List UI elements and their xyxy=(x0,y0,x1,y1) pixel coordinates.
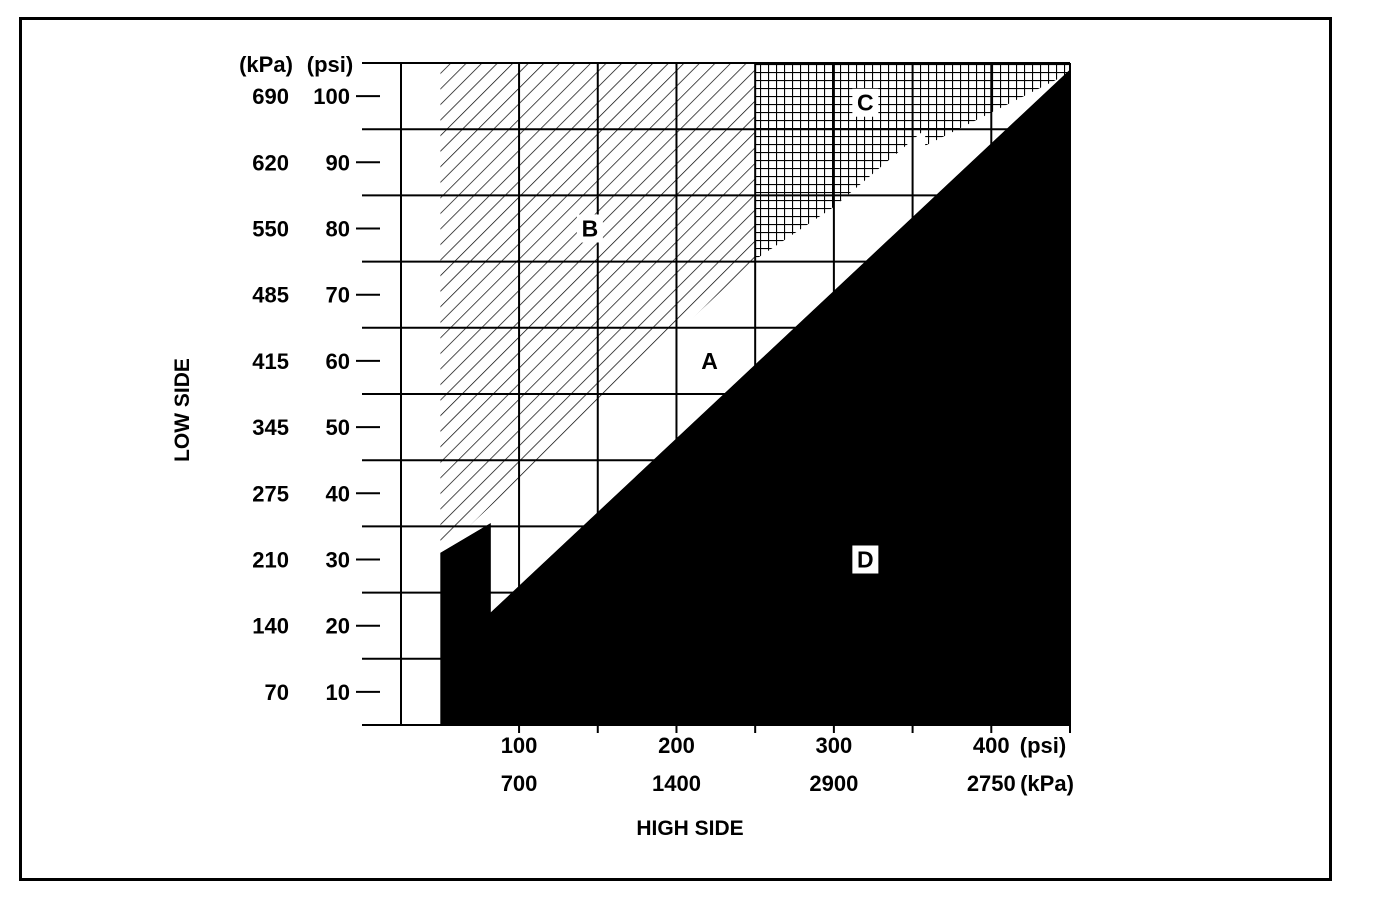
zone-d-label: D xyxy=(857,547,874,573)
y-tick-label-psi: 60 xyxy=(326,349,350,374)
y-tick-label-kpa: 210 xyxy=(252,548,289,573)
y-tick-label-kpa: 690 xyxy=(252,84,289,109)
zone-d-solid xyxy=(440,69,1070,726)
y-tick-label-psi: 30 xyxy=(326,548,350,573)
y-tick-label-psi: 20 xyxy=(326,614,350,639)
zone-c-label: C xyxy=(857,90,874,116)
y-tick-label-psi: 80 xyxy=(326,217,350,242)
x-tick-label-kpa: 2900 xyxy=(809,771,858,796)
y-psi-unit-label: (psi) xyxy=(307,52,353,77)
chart-frame xyxy=(19,17,1332,881)
x-tick-label-psi: 400 xyxy=(973,733,1010,758)
y-tick-label-kpa: 550 xyxy=(252,217,289,242)
zone-b-label: B xyxy=(582,216,599,242)
x-tick-label-psi: 100 xyxy=(501,733,538,758)
y-tick-label-kpa: 415 xyxy=(252,349,289,374)
x-kpa-unit-label: (kPa) xyxy=(1020,771,1074,796)
y-tick-label-kpa: 345 xyxy=(252,415,289,440)
x-psi-unit-label: (psi) xyxy=(1020,733,1066,758)
x-axis-title: HIGH SIDE xyxy=(636,817,743,840)
y-tick-label-psi: 100 xyxy=(313,84,350,109)
x-tick-label-psi: 200 xyxy=(658,733,695,758)
y-tick-label-kpa: 275 xyxy=(252,481,289,506)
y-tick-label-kpa: 620 xyxy=(252,150,289,175)
x-tick-label-kpa: 700 xyxy=(501,771,538,796)
y-tick-label-psi: 70 xyxy=(326,283,350,308)
y-tick-label-psi: 40 xyxy=(326,481,350,506)
zone-a-area xyxy=(490,129,926,603)
y-axis-title: LOW SIDE xyxy=(171,358,194,462)
y-tick-label-psi: 50 xyxy=(326,415,350,440)
y-kpa-unit-label: (kPa) xyxy=(239,52,293,77)
zone-d-label-box xyxy=(852,545,879,574)
y-tick-label-psi: 90 xyxy=(326,150,350,175)
x-tick-label-kpa: 1400 xyxy=(652,771,701,796)
axes-layer: 100 700 200 1400 300 2900 400 2750 10 70 20 140 30 21… xyxy=(252,84,1071,796)
y-tick-label-kpa: 485 xyxy=(252,283,289,308)
zone-b-label-box xyxy=(576,214,603,243)
x-tick-label-kpa: 2750 xyxy=(967,771,1016,796)
zone-c-label-box xyxy=(852,88,879,117)
y-tick-label-kpa: 70 xyxy=(265,680,289,705)
zone-a-label: A xyxy=(701,348,718,374)
y-tick-label-kpa: 140 xyxy=(252,614,289,639)
x-tick-label-psi: 300 xyxy=(816,733,853,758)
y-tick-label-psi: 10 xyxy=(326,680,350,705)
